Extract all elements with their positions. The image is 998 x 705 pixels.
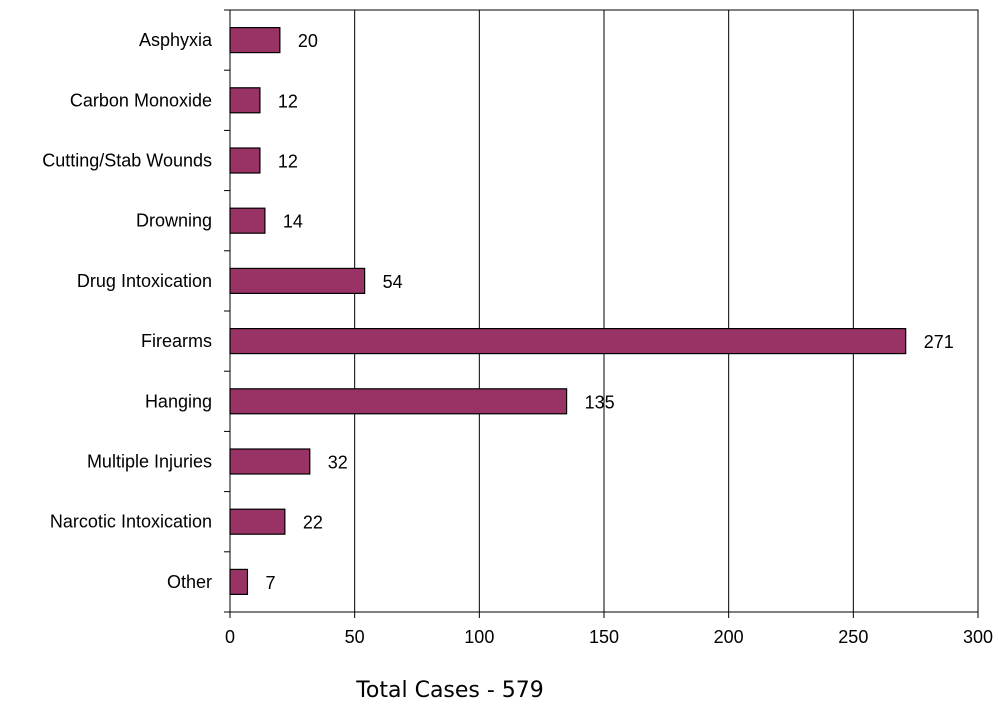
data-label: 7 [265, 573, 275, 593]
gridlines [354, 10, 854, 612]
data-label: 14 [283, 212, 303, 232]
category-label: Drowning [136, 211, 212, 231]
bar [229, 267, 366, 294]
bar [229, 508, 286, 535]
category-label: Hanging [145, 391, 212, 411]
category-label: Cutting/Stab Wounds [42, 151, 212, 171]
category-label: Carbon Monoxide [70, 90, 212, 110]
data-label: 271 [924, 332, 954, 352]
data-label: 32 [328, 453, 348, 473]
bar [229, 27, 281, 54]
bar [229, 448, 311, 475]
data-label: 12 [278, 91, 298, 111]
data-label: 54 [383, 272, 403, 292]
bar [229, 147, 261, 174]
x-axis-title: Total Cases - 579 [355, 678, 544, 703]
bar [229, 568, 249, 596]
x-tick-label: 100 [464, 627, 494, 647]
data-label: 12 [278, 152, 298, 172]
category-label: Drug Intoxication [77, 271, 212, 291]
category-label: Narcotic Intoxication [50, 512, 212, 532]
x-tick-label: 150 [589, 627, 619, 647]
bars [229, 27, 907, 596]
x-tick-label: 0 [225, 627, 235, 647]
bar [229, 388, 568, 415]
category-labels: Asphyxia Carbon Monoxide Cutting/Stab Woun… [42, 30, 213, 592]
x-tick-label: 250 [838, 627, 868, 647]
bar [229, 328, 907, 355]
data-label: 22 [303, 513, 323, 533]
bar [229, 207, 266, 234]
x-tick-label: 300 [963, 627, 993, 647]
bar [229, 87, 261, 114]
data-label: 20 [298, 31, 318, 51]
data-label: 135 [585, 392, 615, 412]
category-label: Asphyxia [139, 30, 213, 50]
tick-marks [224, 9, 979, 618]
category-label: Firearms [141, 331, 212, 351]
x-tick-label: 200 [714, 627, 744, 647]
category-label: Multiple Injuries [87, 452, 212, 472]
x-tick-label: 50 [345, 627, 365, 647]
data-labels: 20 12 12 14 54 271 135 32 22 7 [265, 31, 953, 593]
x-tick-labels: 0 50 100 150 200 250 300 [225, 627, 993, 647]
category-label: Other [167, 572, 212, 592]
